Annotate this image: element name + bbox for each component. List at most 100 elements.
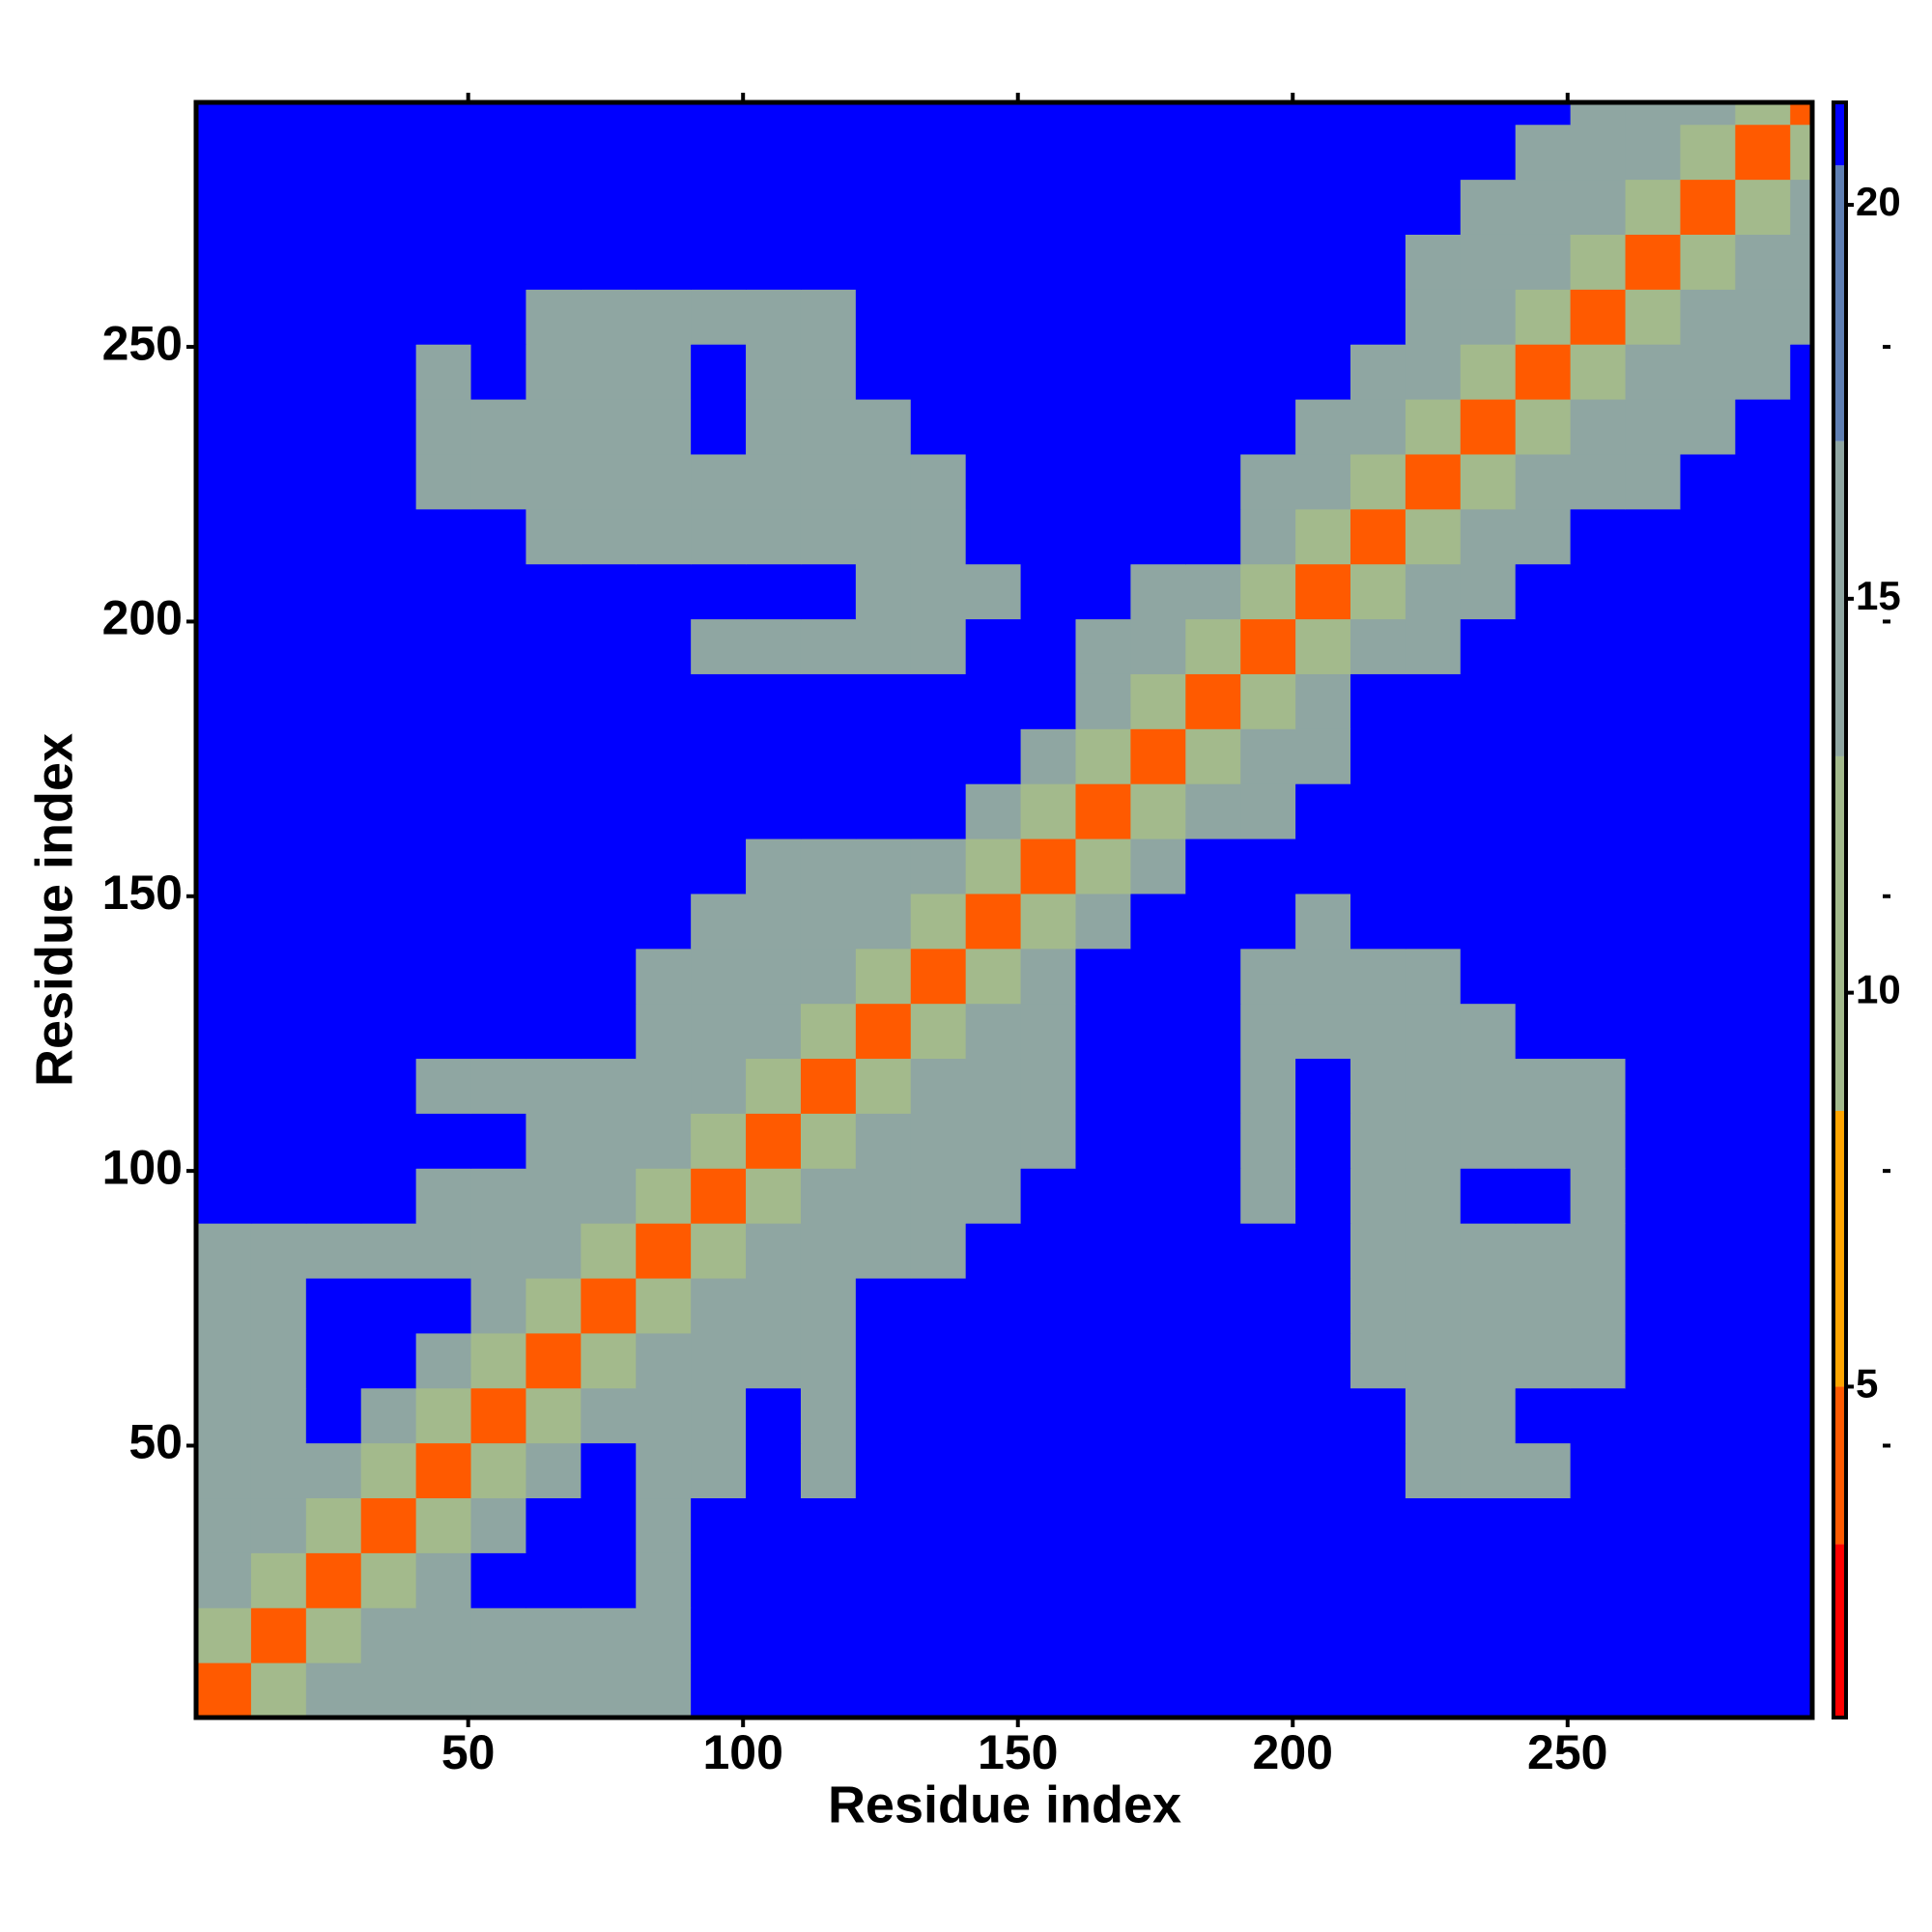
heatmap-cell	[1240, 1387, 1296, 1444]
heatmap-cell	[415, 399, 472, 455]
heatmap-cell	[1240, 838, 1296, 895]
heatmap-cell	[415, 453, 472, 510]
heatmap-cell	[1625, 289, 1681, 345]
heatmap-cell	[526, 948, 582, 1005]
heatmap-cell	[415, 1442, 472, 1499]
heatmap-cell	[360, 508, 417, 565]
heatmap-cell	[1130, 102, 1186, 126]
heatmap-cell	[196, 453, 252, 510]
heatmap-cell	[910, 1442, 967, 1499]
heatmap-cell	[1515, 344, 1572, 400]
heatmap-cell	[1075, 948, 1131, 1005]
heatmap-cell	[965, 1058, 1022, 1114]
heatmap-cell	[1625, 1003, 1681, 1060]
colorbar-frame	[1832, 100, 1848, 1719]
heatmap-cell	[1240, 1497, 1296, 1553]
heatmap-cell	[250, 453, 307, 510]
heatmap-cell	[636, 728, 692, 784]
heatmap-cell	[250, 1332, 307, 1389]
heatmap-cell	[1295, 1278, 1351, 1334]
heatmap-cell	[415, 1552, 472, 1608]
heatmap-cell	[305, 289, 362, 345]
heatmap-cell	[746, 893, 802, 950]
heatmap-cell	[1130, 1497, 1186, 1553]
heatmap-cell	[1020, 893, 1076, 950]
heatmap-cell	[1680, 124, 1736, 181]
heatmap-cell	[855, 948, 912, 1005]
heatmap-cell	[250, 124, 307, 181]
heatmap-cell	[1515, 1113, 1572, 1169]
heatmap-cell	[746, 948, 802, 1005]
heatmap-cell	[1240, 1003, 1296, 1060]
heatmap-cell	[636, 673, 692, 729]
x-tick-label: 250	[1527, 1725, 1607, 1779]
heatmap-cell	[1790, 673, 1813, 729]
heatmap-cell	[1625, 618, 1681, 674]
heatmap-cell	[1130, 838, 1186, 895]
heatmap-cell	[305, 728, 362, 784]
heatmap-cell	[746, 618, 802, 674]
heatmap-cell	[1350, 563, 1406, 620]
heatmap-cell	[691, 289, 747, 345]
colorbar-band	[1833, 440, 1846, 756]
heatmap-cell	[196, 1387, 252, 1444]
heatmap-cell	[691, 563, 747, 620]
heatmap-cell	[1350, 673, 1406, 729]
heatmap-cell	[746, 102, 802, 126]
heatmap-cell	[965, 1278, 1022, 1334]
heatmap-cell	[1515, 893, 1572, 950]
heatmap-cell	[360, 838, 417, 895]
heatmap-cell	[636, 838, 692, 895]
heatmap-cell	[1460, 893, 1517, 950]
heatmap-cell	[1625, 1223, 1681, 1279]
heatmap-cell	[196, 563, 252, 620]
heatmap-cell	[1460, 618, 1517, 674]
heatmap-cell	[1735, 673, 1791, 729]
colorbar-band	[1833, 102, 1846, 166]
heatmap-cell	[581, 1003, 637, 1060]
heatmap-cell	[1130, 344, 1186, 400]
heatmap-cell	[1185, 1058, 1241, 1114]
heatmap-cell	[1020, 618, 1076, 674]
heatmap-cell	[1405, 508, 1462, 565]
heatmap-cell	[910, 508, 967, 565]
heatmap-cell	[1405, 1332, 1462, 1389]
heatmap-cell	[691, 124, 747, 181]
heatmap-cell	[1350, 399, 1406, 455]
heatmap-cell	[1020, 563, 1076, 620]
heatmap-cell	[1130, 1442, 1186, 1499]
heatmap-cell	[636, 1497, 692, 1553]
heatmap-cell	[581, 289, 637, 345]
heatmap-cell	[1790, 289, 1813, 345]
heatmap-cell	[1350, 124, 1406, 181]
heatmap-cell	[1790, 1223, 1813, 1279]
heatmap-cell	[910, 179, 967, 235]
heatmap-cell	[1350, 1168, 1406, 1224]
heatmap-cell	[415, 1058, 472, 1114]
heatmap-cell	[1625, 783, 1681, 839]
heatmap-cell	[1075, 124, 1131, 181]
heatmap-cell	[855, 508, 912, 565]
heatmap-cell	[526, 289, 582, 345]
heatmap-cell	[910, 124, 967, 181]
heatmap-cell	[965, 563, 1022, 620]
heatmap-cell	[1295, 673, 1351, 729]
heatmap-cell	[1405, 783, 1462, 839]
heatmap-cell	[691, 1662, 747, 1719]
heatmap-cell	[1075, 1552, 1131, 1608]
heatmap-cell	[1020, 234, 1076, 290]
heatmap-cell	[1240, 1223, 1296, 1279]
heatmap-cell	[470, 563, 526, 620]
heatmap-cell	[1130, 1003, 1186, 1060]
heatmap-cell	[1075, 289, 1131, 345]
heatmap-cell	[800, 1662, 857, 1719]
heatmap-cell	[1020, 124, 1076, 181]
heatmap-cell	[1295, 179, 1351, 235]
heatmap-cell	[1020, 1552, 1076, 1608]
heatmap-cell	[1130, 1278, 1186, 1334]
heatmap-cell	[1515, 179, 1572, 235]
heatmap-cell	[1185, 453, 1241, 510]
heatmap-cell	[305, 783, 362, 839]
heatmap-cell	[1625, 1278, 1681, 1334]
